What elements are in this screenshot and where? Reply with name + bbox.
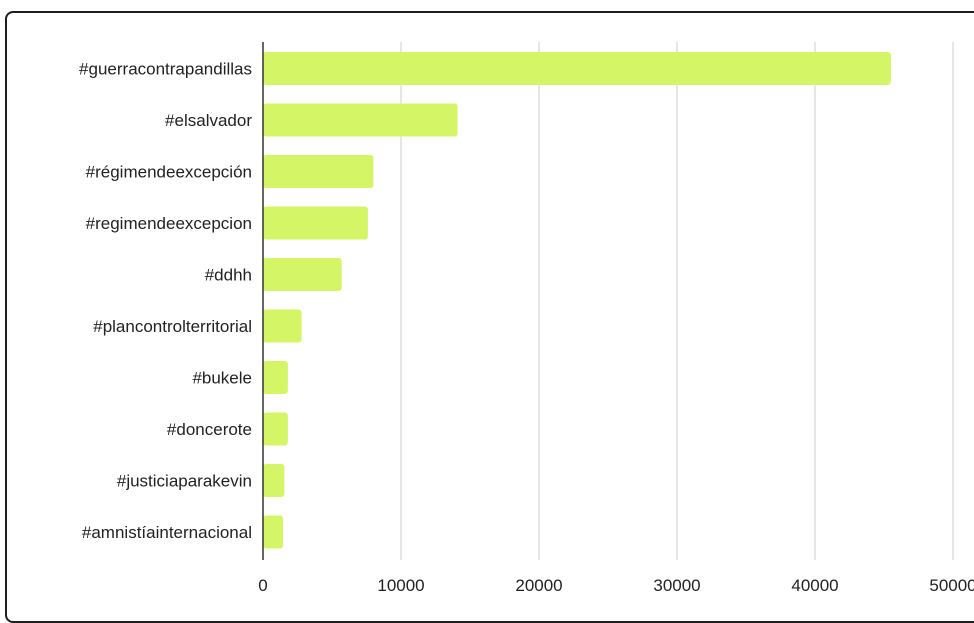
- category-label: #ddhh: [205, 266, 252, 285]
- x-tick-label: 30000: [653, 576, 700, 595]
- chart-frame: [5, 11, 974, 623]
- x-tick-label: 50000: [929, 576, 974, 595]
- bar: [263, 258, 342, 291]
- category-labels: #guerracontrapandillas #elsalvador #régime…: [79, 60, 252, 543]
- bar: [263, 464, 285, 497]
- x-tick-label: 40000: [791, 576, 838, 595]
- category-label: #amnistíainternacional: [82, 523, 252, 542]
- gridlines: [400, 42, 954, 560]
- bar: [263, 103, 458, 137]
- category-label: #elsalvador: [165, 111, 252, 130]
- tick-labels: 0 10000 20000 30000 40000 50000: [258, 576, 974, 595]
- bar: [263, 361, 288, 394]
- bar: [263, 412, 288, 446]
- bars: [263, 52, 891, 549]
- bar: [263, 155, 374, 188]
- bar: [263, 206, 368, 240]
- category-label: #guerracontrapandillas: [79, 60, 252, 79]
- category-label: #bukele: [192, 369, 252, 388]
- bar: [263, 52, 891, 85]
- category-label: #plancontrolterritorial: [93, 317, 252, 336]
- x-tick-label: 20000: [515, 576, 562, 595]
- category-label: #regimendeexcepcion: [86, 214, 252, 233]
- category-label: #justiciaparakevin: [117, 472, 252, 491]
- category-label: #régimendeexcepción: [86, 163, 252, 182]
- x-tick-label: 0: [258, 576, 267, 595]
- bar: [263, 515, 284, 549]
- category-label: #doncerote: [167, 420, 252, 439]
- bar: [263, 309, 302, 343]
- x-tick-label: 10000: [377, 576, 424, 595]
